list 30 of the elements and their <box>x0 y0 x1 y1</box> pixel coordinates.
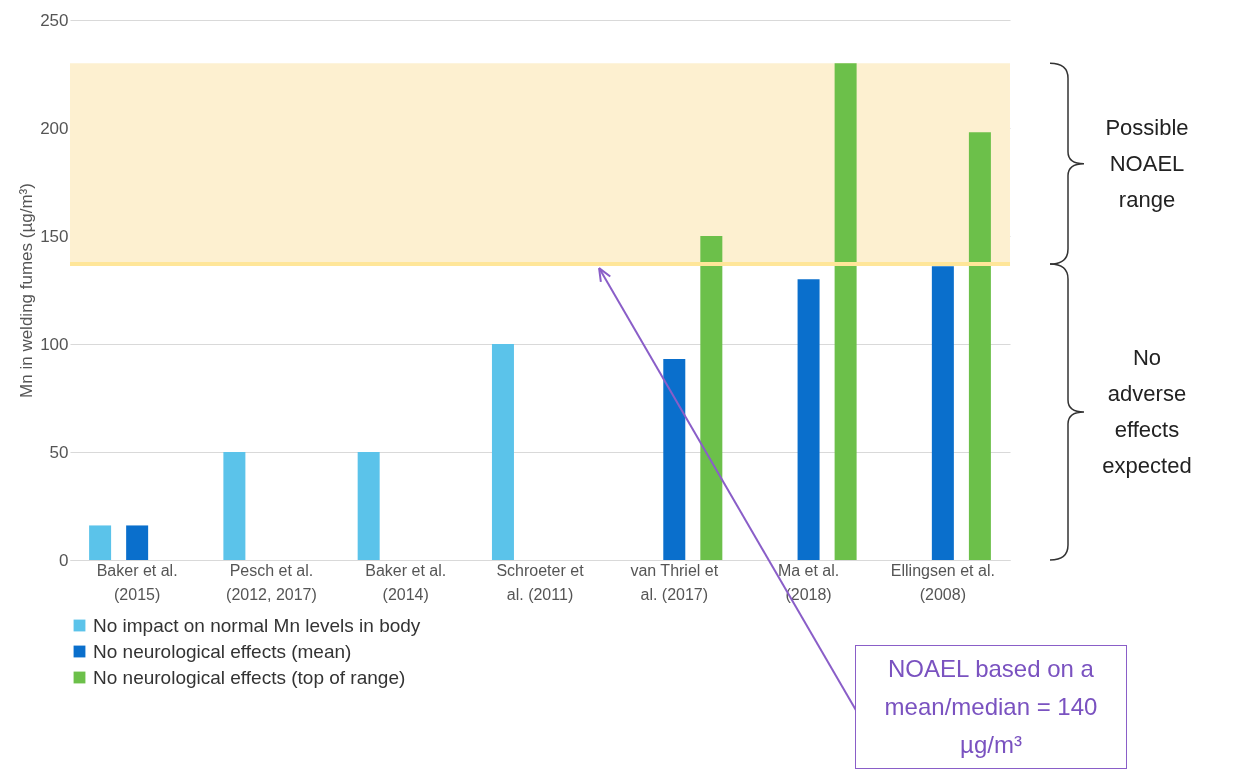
y-tick-label: 200 <box>40 118 69 138</box>
x-tick-label: Baker et al. (2014) <box>365 561 447 603</box>
y-tick-label: 250 <box>40 10 69 30</box>
legend-label: No neurological effects (top of range) <box>93 666 406 688</box>
bar <box>663 359 686 560</box>
bar <box>700 236 723 560</box>
bar <box>126 525 149 560</box>
bar <box>357 452 380 560</box>
y-tick-label: 50 <box>49 442 69 462</box>
bar <box>834 63 857 560</box>
bar <box>797 279 820 560</box>
y-tick-label: 0 <box>59 550 69 570</box>
legend-label: No impact on normal Mn levels in body <box>93 614 421 636</box>
x-tick-label: van Thriel et al. (2017) <box>630 561 719 603</box>
text: No adverse effects expected <box>1101 344 1193 481</box>
bar <box>89 525 112 560</box>
x-tick-label: Pesch et al. (2012, 2017) <box>226 561 317 603</box>
bar <box>491 344 514 560</box>
x-tick-label: Ellingsen et al. (2008) <box>890 561 995 603</box>
text: Possible NOAEL range <box>1104 113 1190 214</box>
x-tick-label: Baker et al. (2015) <box>96 561 178 603</box>
bar <box>968 132 991 560</box>
y-axis-title: Mn in welding fumes (µg/m³) <box>17 183 37 398</box>
legend-label: No neurological effects (mean) <box>93 640 352 662</box>
text: NOAEL based on a mean/median = 140 µg/m³ <box>855 645 1127 769</box>
bar <box>223 452 246 560</box>
y-tick-label: 150 <box>40 226 69 246</box>
y-tick-label: 100 <box>40 334 69 354</box>
bar <box>931 266 954 560</box>
x-tick-label: Schroeter et al. (2011) <box>496 561 585 603</box>
